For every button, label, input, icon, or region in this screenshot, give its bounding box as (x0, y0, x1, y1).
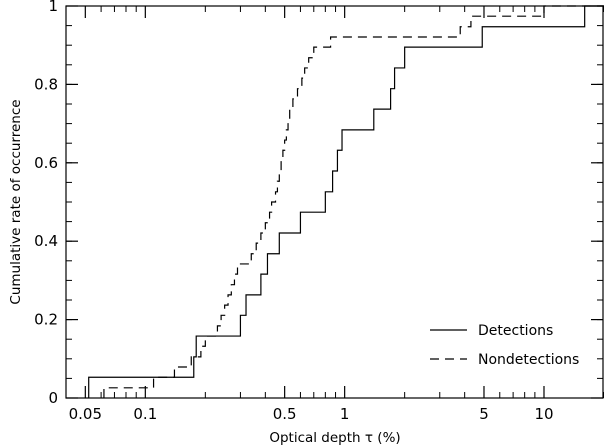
legend: Detections Nondetections (430, 323, 579, 368)
x-tick-label: 0.05 (69, 405, 102, 423)
y-tick-label: 0.4 (34, 232, 58, 250)
y-tick-label: 0.6 (34, 154, 58, 172)
x-tick-label: 0.5 (273, 405, 297, 423)
x-axis-title: Optical depth τ (%) (269, 430, 400, 446)
plot-frame (65, 5, 604, 399)
legend-label-detections: Detections (478, 323, 553, 339)
y-axis-title: Cumulative rate of occurrence (8, 99, 24, 304)
x-tick-label: 0.1 (133, 405, 157, 423)
y-tick-label: 0.2 (34, 311, 58, 329)
y-tick-label: 0.8 (34, 75, 58, 93)
x-tick-label: 1 (340, 405, 350, 423)
series-layer (88, 5, 604, 398)
series-line-detections (88, 5, 604, 398)
tick-labels: 0 0.2 0.4 0.6 0.8 1 0.05 0.1 0.5 1 5 10 (34, 0, 553, 423)
series-line-nondetections (103, 5, 604, 398)
x-tick-label: 5 (479, 405, 489, 423)
x-tick-label: 10 (534, 405, 553, 423)
legend-label-nondetections: Nondetections (478, 352, 579, 368)
y-tick-label: 1 (48, 0, 58, 15)
tick-marks (65, 5, 604, 399)
y-tick-label: 0 (48, 389, 58, 407)
